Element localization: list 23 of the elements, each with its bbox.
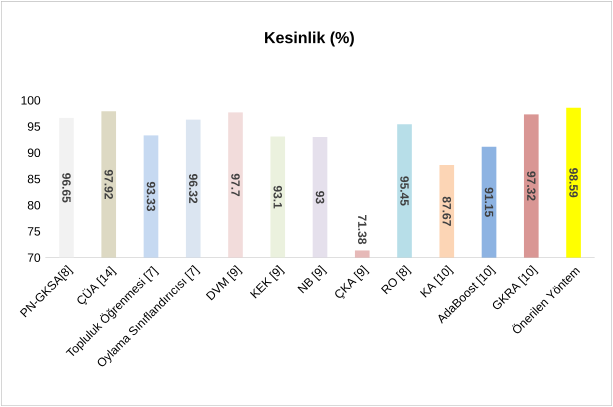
data-label: 96.65	[62, 173, 71, 202]
data-label: 93.1	[274, 186, 282, 208]
data-label: 93	[316, 191, 324, 204]
data-label: 96.32	[188, 174, 198, 204]
y-tick-label: 75	[28, 227, 40, 236]
data-label: 87.67	[442, 196, 452, 226]
y-tick-label: 95	[28, 122, 40, 131]
y-tick-label: 100	[22, 96, 40, 105]
data-label: 97.32	[527, 171, 536, 201]
data-label: 97.92	[104, 170, 113, 199]
data-label: 93.33	[146, 182, 156, 212]
data-label: 91.15	[484, 188, 494, 217]
y-tick-label: 90	[28, 148, 40, 158]
y-tick-label: 85	[28, 174, 40, 184]
x-tick-label: NB [9]	[297, 264, 328, 294]
data-label: 71.38	[358, 214, 367, 244]
data-label: 98.59	[569, 168, 578, 198]
chart-title: Kesinlik (%)	[265, 32, 354, 46]
y-tick-label: 80	[28, 200, 40, 210]
x-tick-label: RO [8]	[381, 264, 412, 294]
y-tick-label: 70	[28, 253, 40, 262]
data-label: 97.7	[231, 174, 240, 196]
data-label: 95.45	[400, 176, 409, 206]
